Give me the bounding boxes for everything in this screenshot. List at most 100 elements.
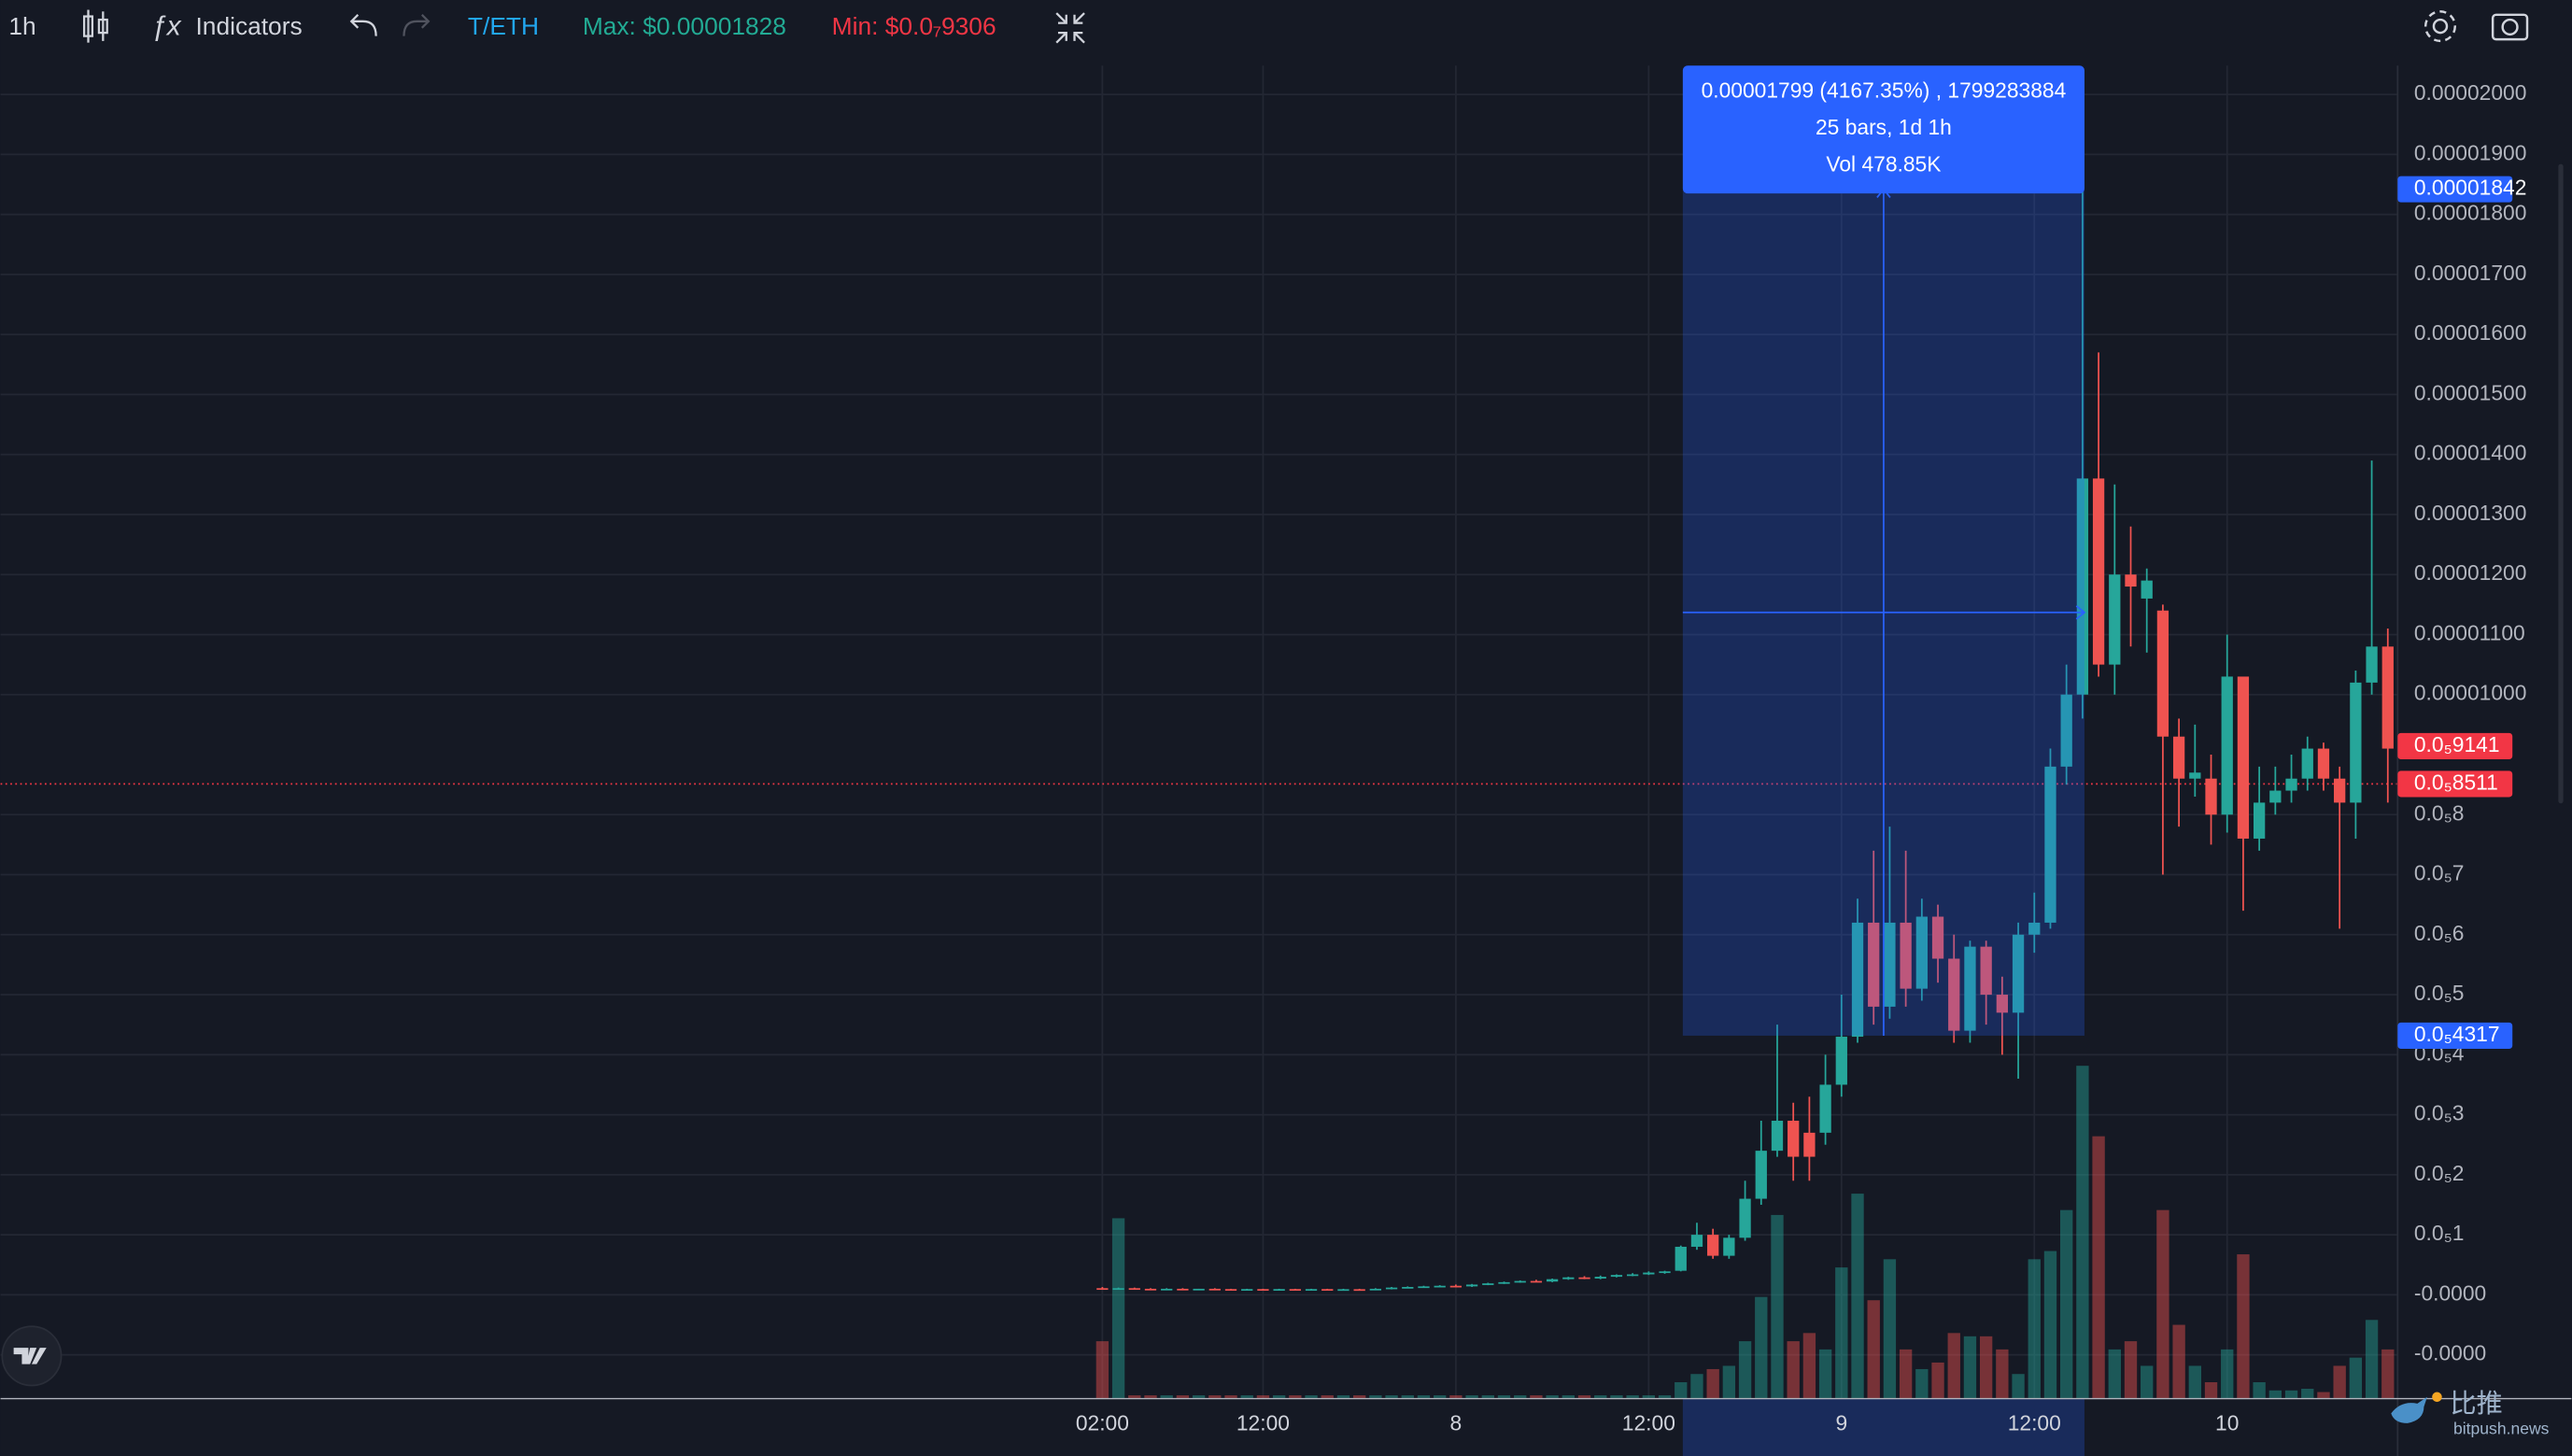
candle-body [2285, 778, 2297, 791]
volume-bar [2284, 1390, 2298, 1399]
volume-bar [1979, 1336, 1993, 1399]
candle-body [1514, 1280, 1526, 1283]
indicators-button[interactable]: Indicators [196, 12, 303, 40]
volume-bar [1947, 1333, 1960, 1399]
volume-bar [1208, 1395, 1222, 1399]
candle-body [1224, 1289, 1237, 1292]
candle-body [1208, 1288, 1221, 1291]
candle-body [2060, 694, 2072, 767]
volume-bar [1738, 1341, 1752, 1399]
candle-body [1498, 1281, 1510, 1284]
candle-body [2044, 766, 2056, 923]
candle-body [1659, 1271, 1671, 1274]
volume-bar [1899, 1349, 1913, 1399]
candle-body [1305, 1289, 1318, 1292]
candle-body [1996, 995, 2009, 1013]
y-tick-label: 0.00001700 [2414, 261, 2527, 285]
candle-body [1819, 1084, 1831, 1133]
volume-bar [1449, 1395, 1463, 1399]
candle-body [2205, 778, 2217, 815]
y-tick-label: 0.00001500 [2414, 380, 2527, 404]
volume-bar [1128, 1395, 1141, 1399]
candle-body [1144, 1288, 1157, 1291]
chart-type-button[interactable] [82, 9, 108, 43]
volume-bar [1481, 1395, 1494, 1399]
price-label-bg [2397, 732, 2513, 759]
volume-bar [1176, 1395, 1190, 1399]
y-tick-label: 0.00001900 [2414, 140, 2527, 164]
volume-bar [1963, 1336, 1977, 1399]
candle-body [1289, 1289, 1301, 1292]
y-tick-label: 0.00001800 [2414, 201, 2527, 225]
volume-bar [2076, 1066, 2089, 1399]
y-tick-label: 0.00001600 [2414, 320, 2527, 345]
candle-body [1321, 1289, 1334, 1292]
price-label-bg [2397, 1022, 2513, 1049]
candle-body [2301, 748, 2313, 779]
volume-bar [1336, 1395, 1350, 1399]
candle-body [1723, 1237, 1735, 1256]
price-label: 0.0₅4317 [2414, 1022, 2500, 1046]
candle-body [1900, 922, 1912, 989]
y-tick-label: 0.00001400 [2414, 441, 2527, 465]
candle-body [2334, 778, 2346, 803]
volume-bar [2349, 1357, 2363, 1399]
scrollbar[interactable] [2558, 163, 2564, 804]
volume-bar [1095, 1341, 1109, 1399]
redo-button[interactable] [403, 13, 431, 36]
volume-bar [1192, 1395, 1206, 1399]
price-label-bg [2397, 176, 2513, 203]
volume-bar [1434, 1395, 1447, 1399]
volume-bar [2092, 1136, 2105, 1399]
interval-button[interactable]: 1h [8, 12, 35, 40]
candle-body [1868, 922, 1880, 1007]
volume-bar [1497, 1395, 1511, 1399]
candle-body [1803, 1132, 1816, 1157]
candles [1096, 189, 2394, 1292]
volume-bar [1675, 1381, 1688, 1399]
volume-bar [1996, 1349, 2009, 1399]
volume-bar [1802, 1333, 1816, 1399]
x-tick-label: 02:00 [1076, 1411, 1129, 1435]
undo-button[interactable] [349, 13, 377, 36]
tradingview-logo [1, 1325, 63, 1387]
volume-bar [1160, 1395, 1173, 1399]
x-tick-label: 12:00 [1237, 1411, 1290, 1435]
watermark: 比推 bitpush.news [2391, 1389, 2550, 1438]
volume-bar [1706, 1368, 1719, 1399]
settings-button[interactable] [2424, 10, 2456, 43]
volume-bar [1465, 1395, 1478, 1399]
candle-body [2237, 676, 2250, 839]
volume-bar [1722, 1365, 1736, 1399]
screenshot-button[interactable] [2491, 13, 2529, 41]
volume-bar [1546, 1395, 1559, 1399]
volume-bar [2365, 1320, 2379, 1399]
volume-bar [1610, 1395, 1623, 1399]
volume-bar [2381, 1349, 2395, 1399]
candle-body [2317, 748, 2330, 779]
volume-bar [2268, 1390, 2282, 1399]
collapse-button[interactable] [1055, 12, 1085, 44]
candle-body [1193, 1288, 1205, 1291]
volume-bar [1755, 1296, 1768, 1399]
volume-bar [2060, 1209, 2073, 1399]
volume-bar [1369, 1395, 1382, 1399]
candle-body [2221, 676, 2233, 815]
volume-bar [1514, 1395, 1527, 1399]
x-tick-label: 9 [1835, 1411, 1847, 1435]
indicators-icon[interactable]: ƒx [151, 11, 182, 42]
candle-body [2189, 772, 2201, 779]
candle-body [1884, 922, 1896, 1007]
y-tick-label: 0.00001300 [2414, 501, 2527, 525]
y-tick-label: 0.0₅5 [2414, 981, 2465, 1005]
candle-body [1675, 1246, 1687, 1271]
candle-body [1273, 1289, 1285, 1292]
candle-body [2253, 802, 2266, 839]
volume-bar [1562, 1395, 1575, 1399]
candle-body [1418, 1286, 1430, 1289]
candle-body [2269, 790, 2282, 803]
volume-bar [1385, 1395, 1398, 1399]
y-tick-label: 0.0₅2 [2414, 1161, 2465, 1185]
